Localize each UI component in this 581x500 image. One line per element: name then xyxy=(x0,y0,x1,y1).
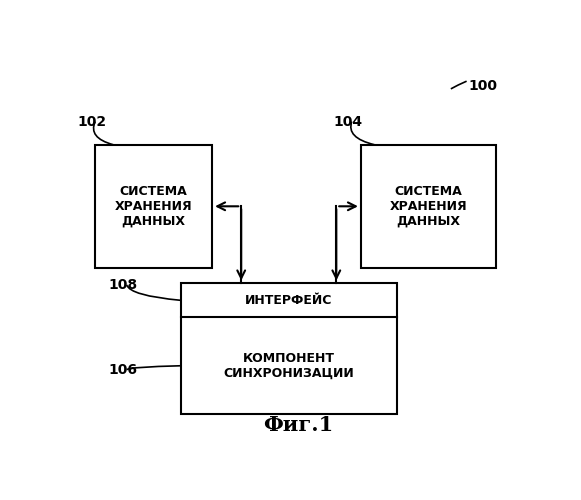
Text: СИСТЕМА
ХРАНЕНИЯ
ДАННЫХ: СИСТЕМА ХРАНЕНИЯ ДАННЫХ xyxy=(389,185,467,228)
Text: СИСТЕМА
ХРАНЕНИЯ
ДАННЫХ: СИСТЕМА ХРАНЕНИЯ ДАННЫХ xyxy=(115,185,192,228)
Text: 100: 100 xyxy=(469,79,498,93)
Text: Фиг.1: Фиг.1 xyxy=(263,416,333,436)
Text: ИНТЕРФЕЙС: ИНТЕРФЕЙС xyxy=(245,294,332,307)
Text: 106: 106 xyxy=(109,362,138,376)
Text: 108: 108 xyxy=(109,278,138,292)
FancyBboxPatch shape xyxy=(181,284,397,414)
Text: КОМПОНЕНТ
СИНХРОНИЗАЦИИ: КОМПОНЕНТ СИНХРОНИЗАЦИИ xyxy=(223,352,354,380)
Text: 104: 104 xyxy=(334,114,363,128)
FancyBboxPatch shape xyxy=(95,144,212,268)
Text: 102: 102 xyxy=(77,114,106,128)
FancyBboxPatch shape xyxy=(361,144,496,268)
